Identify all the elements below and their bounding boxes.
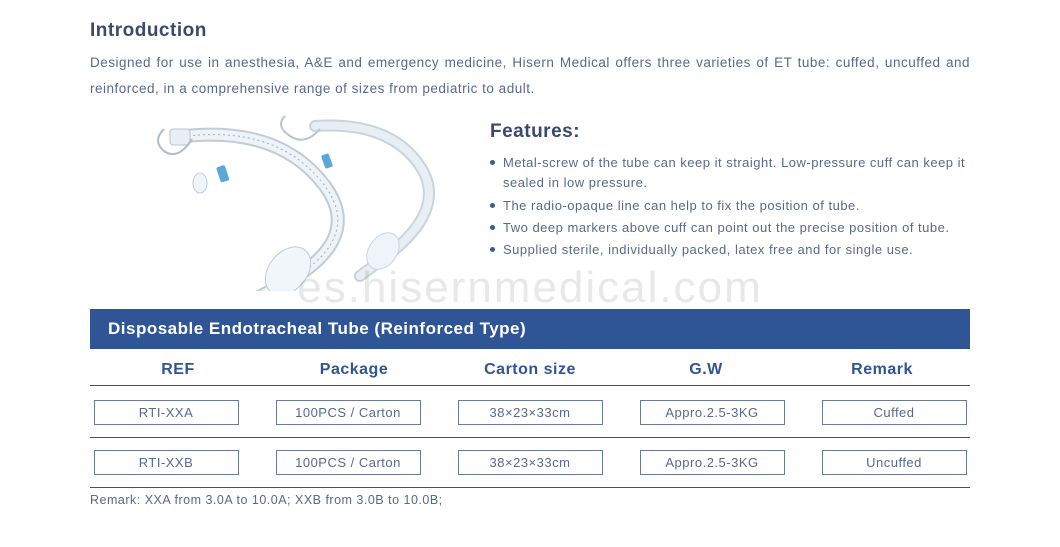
- feature-item: Supplied sterile, individually packed, l…: [490, 240, 970, 260]
- table-remark-note: Remark: XXA from 3.0A to 10.0A; XXB from…: [90, 493, 970, 507]
- table-cell: Uncuffed: [822, 450, 967, 475]
- table-cell: 100PCS / Carton: [276, 450, 421, 475]
- table-cell: 38×23×33cm: [458, 400, 603, 425]
- table-header-cell: REF: [90, 361, 266, 379]
- endotracheal-tubes-illustration: [130, 111, 470, 291]
- table-row: RTI-XXB 100PCS / Carton 38×23×33cm Appro…: [90, 450, 970, 488]
- table-row: RTI-XXA 100PCS / Carton 38×23×33cm Appro…: [90, 400, 970, 438]
- table-cell: RTI-XXB: [94, 450, 239, 475]
- introduction-heading: Introduction: [90, 20, 970, 42]
- table-cell: 100PCS / Carton: [276, 400, 421, 425]
- introduction-text: Designed for use in anesthesia, A&E and …: [90, 50, 970, 101]
- table-header-cell: Package: [266, 361, 442, 379]
- table-cell: 38×23×33cm: [458, 450, 603, 475]
- feature-item: Two deep markers above cuff can point ou…: [490, 218, 970, 238]
- table-title-bar: Disposable Endotracheal Tube (Reinforced…: [90, 309, 970, 349]
- table-header-cell: Remark: [794, 361, 970, 379]
- table-header-cell: Carton size: [442, 361, 618, 379]
- table-cell: Appro.2.5-3KG: [640, 450, 785, 475]
- feature-item: The radio-opaque line can help to fix th…: [490, 196, 970, 216]
- table-header-row: REF Package Carton size G.W Remark: [90, 355, 970, 386]
- table-cell: Cuffed: [822, 400, 967, 425]
- table-cell: RTI-XXA: [94, 400, 239, 425]
- feature-item: Metal-screw of the tube can keep it stra…: [490, 153, 970, 193]
- features-list: Metal-screw of the tube can keep it stra…: [490, 153, 970, 260]
- product-image: [130, 111, 470, 291]
- spec-table: REF Package Carton size G.W Remark RTI-X…: [90, 355, 970, 488]
- features-heading: Features:: [490, 121, 970, 143]
- table-header-cell: G.W: [618, 361, 794, 379]
- table-cell: Appro.2.5-3KG: [640, 400, 785, 425]
